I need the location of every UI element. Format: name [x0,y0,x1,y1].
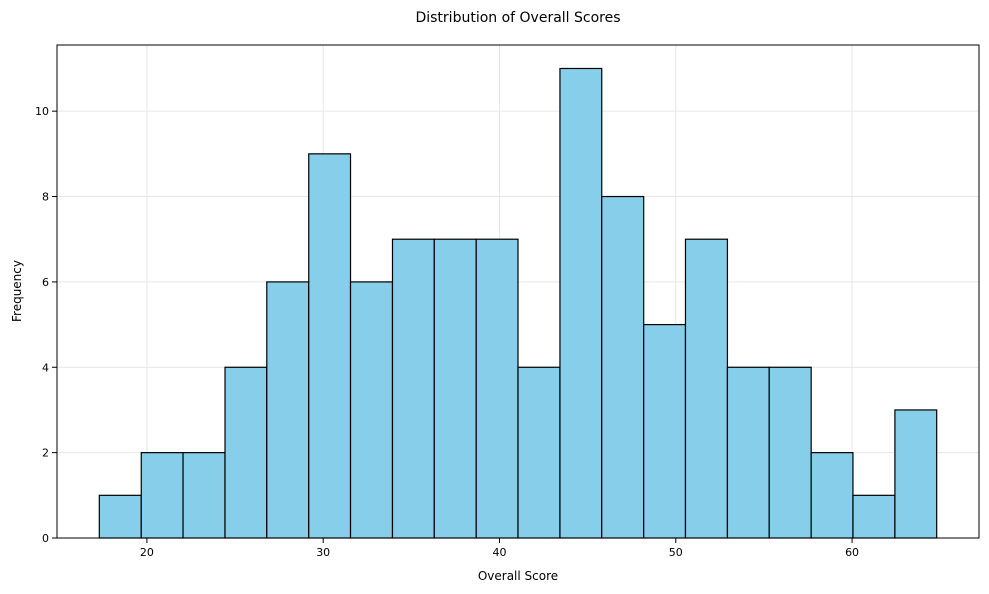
x-tick-label: 40 [492,546,506,559]
histogram-bar [140,452,184,539]
histogram-bar [517,366,561,539]
histogram-bar [601,195,645,539]
histogram-bar [810,452,854,539]
histogram-bar [224,366,268,539]
histogram-bar [349,281,394,539]
x-axis-ticks: 20 30 40 50 60 [140,538,859,559]
y-axis-label: Frequency [10,260,24,322]
histogram-bar [726,366,770,539]
y-tick-label: 2 [42,447,49,460]
x-axis-label: Overall Score [478,569,558,583]
plot-frame [56,44,980,539]
histogram-bar [433,238,477,539]
histogram-bar [559,67,603,539]
histogram-bar [98,494,142,539]
x-tick-label: 30 [316,546,330,559]
y-tick-label: 8 [42,191,49,204]
histogram-bar [768,366,812,539]
histogram-bar [308,153,352,539]
histogram-bar [182,452,226,539]
bars [98,67,938,539]
y-tick-label: 0 [42,532,49,545]
x-tick-label: 60 [845,546,859,559]
histogram-bar [643,323,687,539]
histogram-bar [266,281,310,539]
histogram-bar [391,238,435,539]
histogram-bar [684,238,729,539]
histogram-bar [894,409,938,539]
x-tick-label: 50 [669,546,683,559]
chart-title: Distribution of Overall Scores [415,10,620,26]
y-tick-label: 4 [42,361,49,374]
y-tick-label: 10 [35,105,49,118]
histogram-bar [852,494,896,539]
x-tick-label: 20 [140,546,154,559]
histogram-bar [475,238,519,539]
y-axis-ticks: 0 2 4 6 8 10 [35,105,57,545]
y-tick-label: 6 [42,276,49,289]
